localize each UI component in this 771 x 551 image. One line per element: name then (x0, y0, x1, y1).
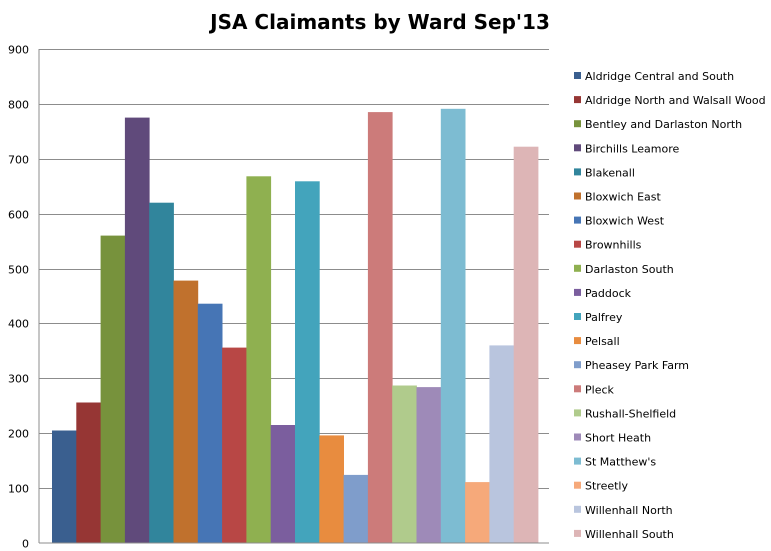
bar-pelsall (319, 435, 344, 543)
legend-label: Blakenall (585, 166, 635, 179)
legend-swatch (574, 529, 581, 537)
bar-willenhall-north (489, 345, 515, 543)
legend-item: Paddock (574, 287, 632, 300)
y-tick-label: 800 (8, 99, 29, 112)
legend-swatch (574, 192, 581, 200)
legend-item: Aldridge Central and South (574, 70, 734, 83)
legend-label: Palfrey (585, 311, 623, 324)
legend-swatch (574, 240, 581, 248)
legend-item: Willenhall North (574, 504, 673, 517)
y-tick-label: 900 (8, 44, 29, 57)
legend-swatch (574, 433, 581, 441)
legend-label: Aldridge North and Walsall Wood (585, 94, 766, 107)
bar-paddock (270, 425, 296, 543)
y-tick-label: 200 (8, 428, 29, 441)
legend-label: Paddock (585, 287, 632, 300)
bar-willenhall-south (513, 146, 539, 543)
bar-pheasey-park-farm (343, 474, 369, 543)
legend-swatch (574, 337, 581, 345)
legend-item: St Matthew's (574, 456, 656, 469)
bar-birchills-leamore (124, 117, 150, 543)
legend-item: Bentley and Darlaston North (574, 118, 742, 131)
y-axis-ticks: 0 100 200 300 400 500 600 700 800 900 (8, 44, 29, 551)
legend-swatch (574, 264, 581, 272)
legend-item: Bloxwich West (574, 215, 665, 228)
legend-swatch (574, 409, 581, 417)
legend-label: Bloxwich East (585, 191, 661, 204)
legend-label: Streetly (585, 480, 628, 493)
legend-swatch (574, 168, 581, 176)
legend-item: Willenhall South (574, 528, 674, 541)
legend-label: Rushall-Shelfield (585, 407, 676, 420)
legend-item: Palfrey (574, 311, 623, 324)
legend-swatch (574, 361, 581, 369)
legend-swatch (574, 96, 581, 104)
y-tick-label: 0 (22, 538, 29, 551)
bar-bentley-and-darlaston-north (100, 235, 126, 543)
legend-swatch (574, 72, 581, 79)
chart-title: JSA Claimants by Ward Sep'13 (208, 10, 550, 34)
legend-item: Pleck (574, 383, 615, 396)
legend-item: Blakenall (574, 166, 635, 179)
legend-item: Darlaston South (574, 263, 674, 276)
y-tick-label: 300 (8, 373, 29, 386)
bar-bloxwich-west (197, 303, 223, 543)
bar-aldridge-central-and-south (52, 430, 77, 543)
legend-item: Birchills Leamore (574, 142, 679, 155)
y-tick-label: 600 (8, 209, 29, 222)
bar-brownhills (222, 347, 247, 543)
legend-swatch (574, 120, 581, 128)
legend-label: Willenhall South (585, 528, 674, 541)
bar-blakenall (149, 202, 174, 543)
bar-streetly (465, 482, 490, 543)
legend: Aldridge Central and South Aldridge North… (574, 70, 766, 541)
legend-item: Pelsall (574, 335, 620, 348)
legend-label: Birchills Leamore (585, 142, 679, 155)
bars (52, 108, 539, 544)
legend-item: Pheasey Park Farm (574, 359, 689, 372)
legend-item: Streetly (574, 480, 628, 493)
legend-item: Short Heath (574, 432, 651, 445)
y-tick-label: 700 (8, 154, 29, 167)
legend-label: Darlaston South (585, 263, 674, 276)
legend-swatch (574, 288, 581, 296)
legend-label: Pheasey Park Farm (585, 359, 689, 372)
legend-label: Short Heath (585, 432, 651, 445)
bar-pleck (367, 112, 393, 543)
legend-label: St Matthew's (585, 456, 656, 469)
legend-label: Pelsall (585, 335, 620, 348)
bar-st-matthew-s (440, 108, 466, 544)
legend-swatch (574, 313, 581, 320)
bar-bloxwich-east (173, 280, 199, 543)
bar-rushall-shelfield (392, 385, 417, 543)
legend-item: Brownhills (574, 239, 642, 252)
legend-swatch (574, 505, 581, 513)
bar-short-heath (416, 387, 442, 543)
bar-palfrey (295, 181, 320, 544)
legend-swatch (574, 481, 581, 489)
bar-aldridge-north-and-walsall-wood (76, 402, 101, 543)
y-tick-label: 500 (8, 264, 29, 277)
legend-label: Bentley and Darlaston North (585, 118, 742, 131)
legend-item: Rushall-Shelfield (574, 407, 676, 420)
legend-swatch (574, 144, 581, 152)
legend-label: Aldridge Central and South (585, 70, 734, 83)
legend-item: Aldridge North and Walsall Wood (574, 94, 766, 107)
legend-swatch (574, 385, 581, 393)
bar-darlaston-south (246, 176, 272, 544)
legend-label: Willenhall North (585, 504, 673, 517)
legend-swatch (574, 457, 581, 465)
y-tick-label: 100 (8, 483, 29, 496)
legend-swatch (574, 216, 581, 224)
legend-label: Bloxwich West (585, 215, 665, 228)
legend-label: Brownhills (585, 239, 642, 252)
legend-label: Pleck (585, 383, 615, 396)
legend-item: Bloxwich East (574, 191, 661, 204)
y-tick-label: 400 (8, 318, 29, 331)
